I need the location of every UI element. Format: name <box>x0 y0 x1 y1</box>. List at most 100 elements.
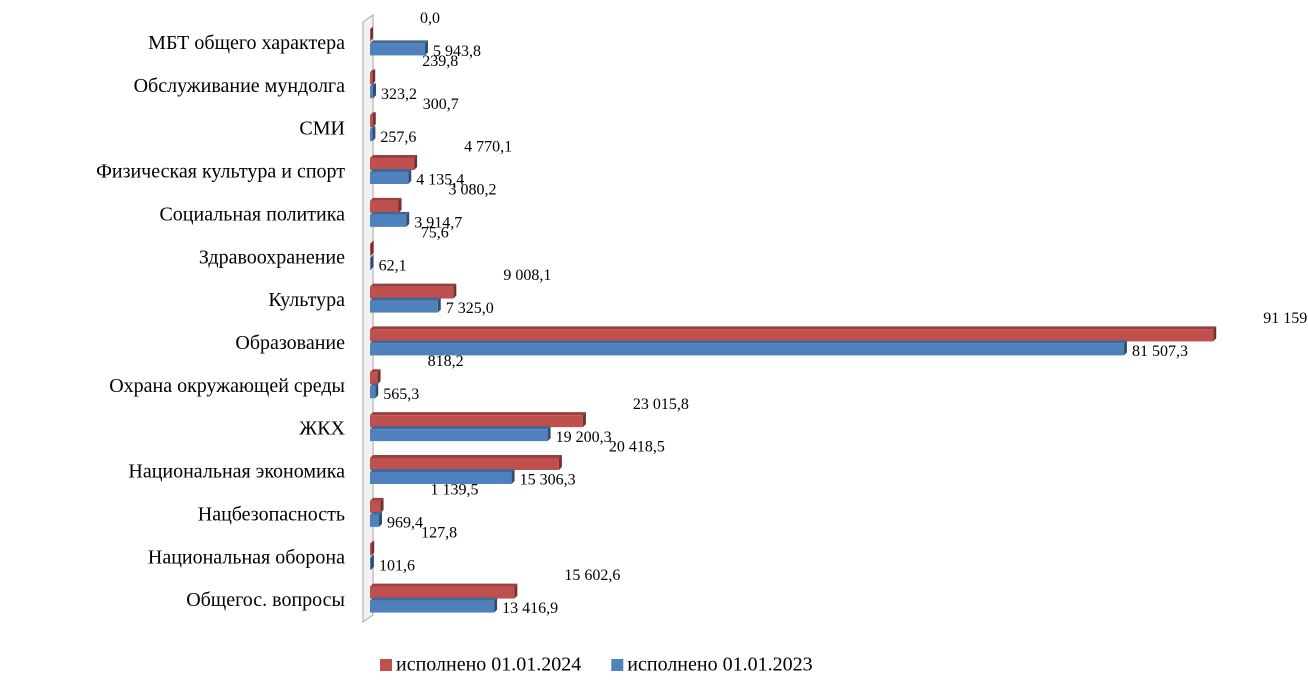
bar <box>370 429 548 442</box>
bar-top <box>370 597 498 601</box>
bar <box>370 600 495 613</box>
axis-wall <box>362 14 374 623</box>
bar-end <box>1213 326 1217 342</box>
legend-swatch <box>380 659 392 671</box>
value-label: 257,6 <box>380 129 416 146</box>
category-label: Здравоохранение <box>199 246 345 268</box>
bar-end <box>437 297 441 313</box>
bar <box>370 343 1124 356</box>
value-label: 300,7 <box>423 96 459 113</box>
category-label: МБТ общего характера <box>148 32 345 54</box>
category-label: Охрана окружающей среды <box>109 375 345 397</box>
bar-top <box>370 540 375 544</box>
value-label: 81 507,3 <box>1132 343 1188 360</box>
category-label: Образование <box>235 332 345 354</box>
bar-end <box>406 211 410 227</box>
bar-end <box>375 383 379 399</box>
legend-label: исполнено 01.01.2023 <box>627 654 812 676</box>
category-label: Национальная оборона <box>148 546 345 568</box>
bar-top <box>370 383 379 387</box>
bar <box>370 472 512 484</box>
value-label: 15 306,3 <box>520 472 576 489</box>
value-label: 127,8 <box>421 524 457 541</box>
bar-top <box>370 469 515 472</box>
bar-end <box>511 469 515 484</box>
bar <box>370 286 454 299</box>
category-label: Культура <box>268 289 345 311</box>
bar <box>370 586 515 599</box>
bar <box>370 86 373 99</box>
bar-top <box>370 497 384 501</box>
bar-end <box>370 240 374 256</box>
bar-end <box>558 455 562 470</box>
legend-label: исполнено 01.01.2024 <box>396 654 581 676</box>
bar-top <box>370 340 1127 344</box>
bar-end <box>1123 340 1127 356</box>
bar-end <box>372 69 376 85</box>
bar-end <box>377 369 381 385</box>
bar <box>370 200 399 213</box>
bar-top <box>370 169 412 172</box>
bar-top <box>370 297 441 301</box>
bar-top <box>370 197 402 201</box>
legend-swatch <box>611 659 624 671</box>
bar-end <box>494 597 498 613</box>
bar <box>370 514 379 527</box>
bar <box>370 557 371 570</box>
bar <box>370 386 376 399</box>
value-label: 3 080,2 <box>448 182 496 199</box>
bar-top <box>370 240 374 244</box>
bar <box>370 543 372 556</box>
category-label: Общегос. вопросы <box>186 589 345 611</box>
category-label: Обслуживание мундолга <box>134 75 346 97</box>
bar <box>370 329 1214 342</box>
bar-top <box>370 326 1217 330</box>
bar <box>370 43 425 56</box>
bar-top <box>370 254 374 258</box>
value-label: 5 943,8 <box>433 43 481 60</box>
bar-end <box>453 283 457 299</box>
bar-end <box>408 169 412 184</box>
value-label: 75,6 <box>421 224 449 241</box>
value-label: 0,0 <box>420 10 440 27</box>
bar-top <box>370 283 457 287</box>
value-label: 101,6 <box>379 557 415 574</box>
bar-end <box>371 540 375 556</box>
bar-top <box>370 126 376 130</box>
bar <box>370 372 378 385</box>
bar <box>370 300 438 313</box>
bar-top <box>370 455 562 458</box>
bar-top <box>370 211 410 215</box>
value-label: 23 015,8 <box>633 396 689 413</box>
bar-end <box>372 126 376 142</box>
bar <box>370 243 371 256</box>
bar-end <box>370 254 374 270</box>
bar <box>370 129 373 142</box>
bar-end <box>380 497 384 513</box>
value-label: 323,2 <box>381 86 417 103</box>
value-label: 1 139,5 <box>431 482 479 499</box>
category-label: Физическая культура и спорт <box>96 161 345 183</box>
bar <box>370 500 381 513</box>
bar <box>370 214 407 227</box>
bar <box>370 115 373 128</box>
value-label: 9 008,1 <box>503 267 551 284</box>
value-label: 62,1 <box>379 257 407 274</box>
bar-top <box>370 155 418 158</box>
value-label: 7 325,0 <box>446 300 494 317</box>
bar <box>370 29 371 42</box>
category-label: ЖКХ <box>299 418 345 440</box>
bar <box>370 172 409 184</box>
bar-end <box>372 112 376 128</box>
bar-end <box>582 412 586 428</box>
value-label: 20 418,5 <box>609 439 665 456</box>
bar-top <box>370 83 376 87</box>
bar-top <box>370 412 586 416</box>
value-label: 4 770,1 <box>464 139 512 156</box>
bar <box>370 257 371 270</box>
bar-top <box>370 112 376 116</box>
bar-top <box>370 426 551 430</box>
value-label: 239,8 <box>422 53 458 70</box>
bar <box>370 415 583 428</box>
